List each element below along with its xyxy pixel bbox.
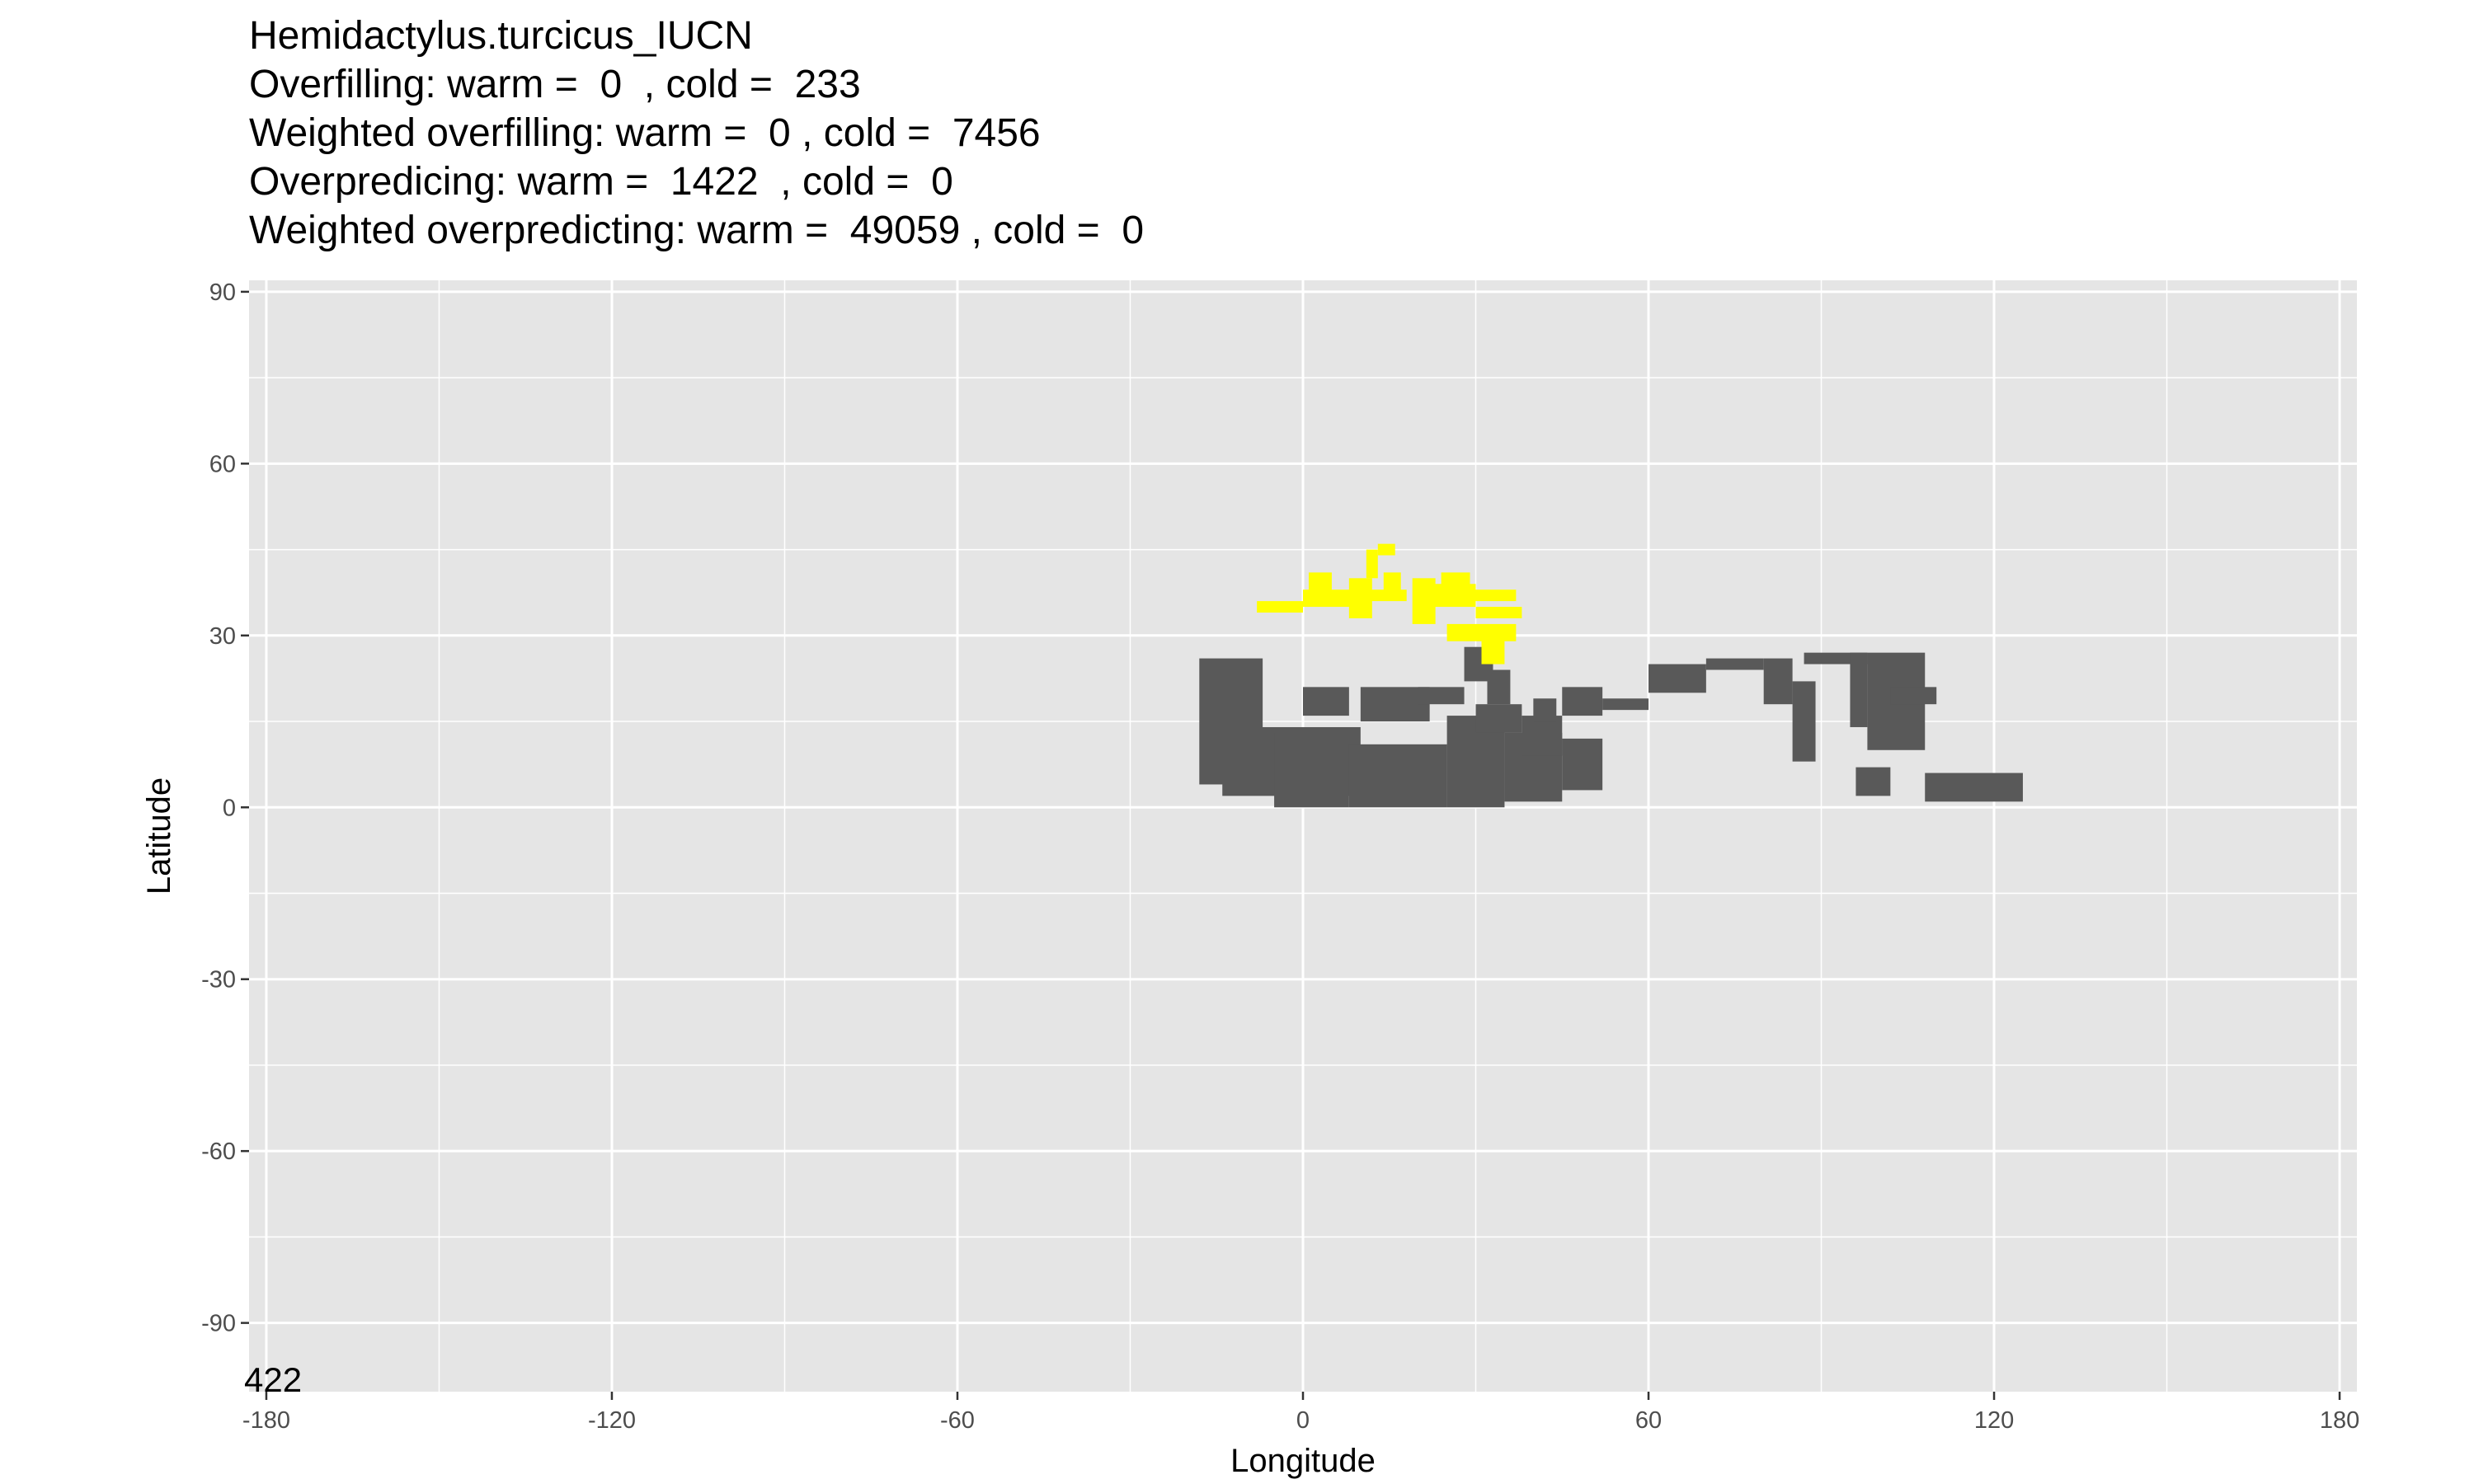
y-tick-label: 90 bbox=[209, 279, 236, 306]
y-tick-label: -90 bbox=[201, 1311, 236, 1337]
yellow-cell bbox=[1481, 629, 1505, 665]
dark-cell bbox=[1562, 687, 1603, 716]
x-tick-label: -60 bbox=[940, 1407, 975, 1434]
dark-cell bbox=[1705, 658, 1764, 670]
corner-label: 422 bbox=[244, 1360, 302, 1399]
dark-cell bbox=[1856, 767, 1891, 796]
dark-cell bbox=[1763, 658, 1793, 705]
y-tick-label: -30 bbox=[201, 967, 236, 993]
dark-cell bbox=[1850, 652, 1868, 727]
y-axis-title: Latitude bbox=[141, 777, 177, 895]
title-overfilling: Overfilling: warm = 0 , cold = 233 bbox=[249, 63, 861, 106]
dark-cell bbox=[1792, 681, 1816, 762]
yellow-cells bbox=[1257, 543, 1522, 665]
x-tick-label: -180 bbox=[242, 1407, 290, 1434]
yellow-cell bbox=[1383, 572, 1401, 596]
yellow-cell bbox=[1464, 589, 1517, 602]
dark-cell bbox=[1602, 698, 1649, 711]
y-tick-label: 0 bbox=[223, 795, 236, 821]
yellow-cell bbox=[1441, 572, 1470, 590]
x-tick-label: -120 bbox=[588, 1407, 636, 1434]
yellow-cell bbox=[1308, 572, 1332, 596]
grid-major bbox=[249, 280, 2357, 1392]
y-tick-label: -60 bbox=[201, 1139, 236, 1165]
dark-cell bbox=[1303, 687, 1349, 716]
y-tick-label: 30 bbox=[209, 623, 236, 650]
x-tick-label: 180 bbox=[2320, 1407, 2359, 1434]
dark-cell bbox=[1522, 716, 1563, 756]
dark-cells bbox=[1199, 646, 2023, 808]
y-axis: 90 60 30 0 -30 -60 -90 bbox=[201, 279, 249, 1337]
dark-cell bbox=[1562, 738, 1603, 791]
title-block: Hemidactylus.turcicus_IUCN Overfilling: … bbox=[249, 12, 1144, 255]
x-tick-label: 120 bbox=[1974, 1407, 2014, 1434]
yellow-cell bbox=[1257, 601, 1303, 613]
title-overpredicting: Overpredicing: warm = 1422 , cold = 0 bbox=[249, 160, 953, 204]
dark-cell bbox=[1533, 698, 1557, 722]
dark-cell bbox=[1348, 744, 1447, 808]
x-axis: -180 -120 -60 0 60 120 180 bbox=[242, 1392, 2359, 1434]
dark-cell bbox=[1418, 687, 1465, 705]
title-weighted-overfilling: Weighted overfilling: warm = 0 , cold = … bbox=[249, 111, 1041, 155]
dark-cell bbox=[1475, 704, 1522, 733]
yellow-cell bbox=[1366, 549, 1378, 579]
dark-cell bbox=[1890, 687, 1937, 705]
title-species: Hemidactylus.turcicus_IUCN bbox=[249, 14, 753, 58]
title-weighted-overpredicting: Weighted overpredicting: warm = 49059 , … bbox=[249, 209, 1145, 252]
yellow-cell bbox=[1377, 543, 1395, 556]
dark-cell bbox=[1925, 773, 2023, 802]
x-tick-label: 0 bbox=[1296, 1407, 1310, 1434]
dark-cell bbox=[1649, 664, 1706, 693]
yellow-cell bbox=[1475, 607, 1522, 618]
x-axis-title: Longitude bbox=[1230, 1443, 1376, 1479]
x-tick-label: 60 bbox=[1635, 1407, 1662, 1434]
y-tick-label: 60 bbox=[209, 451, 236, 477]
dark-cell bbox=[1274, 732, 1349, 808]
